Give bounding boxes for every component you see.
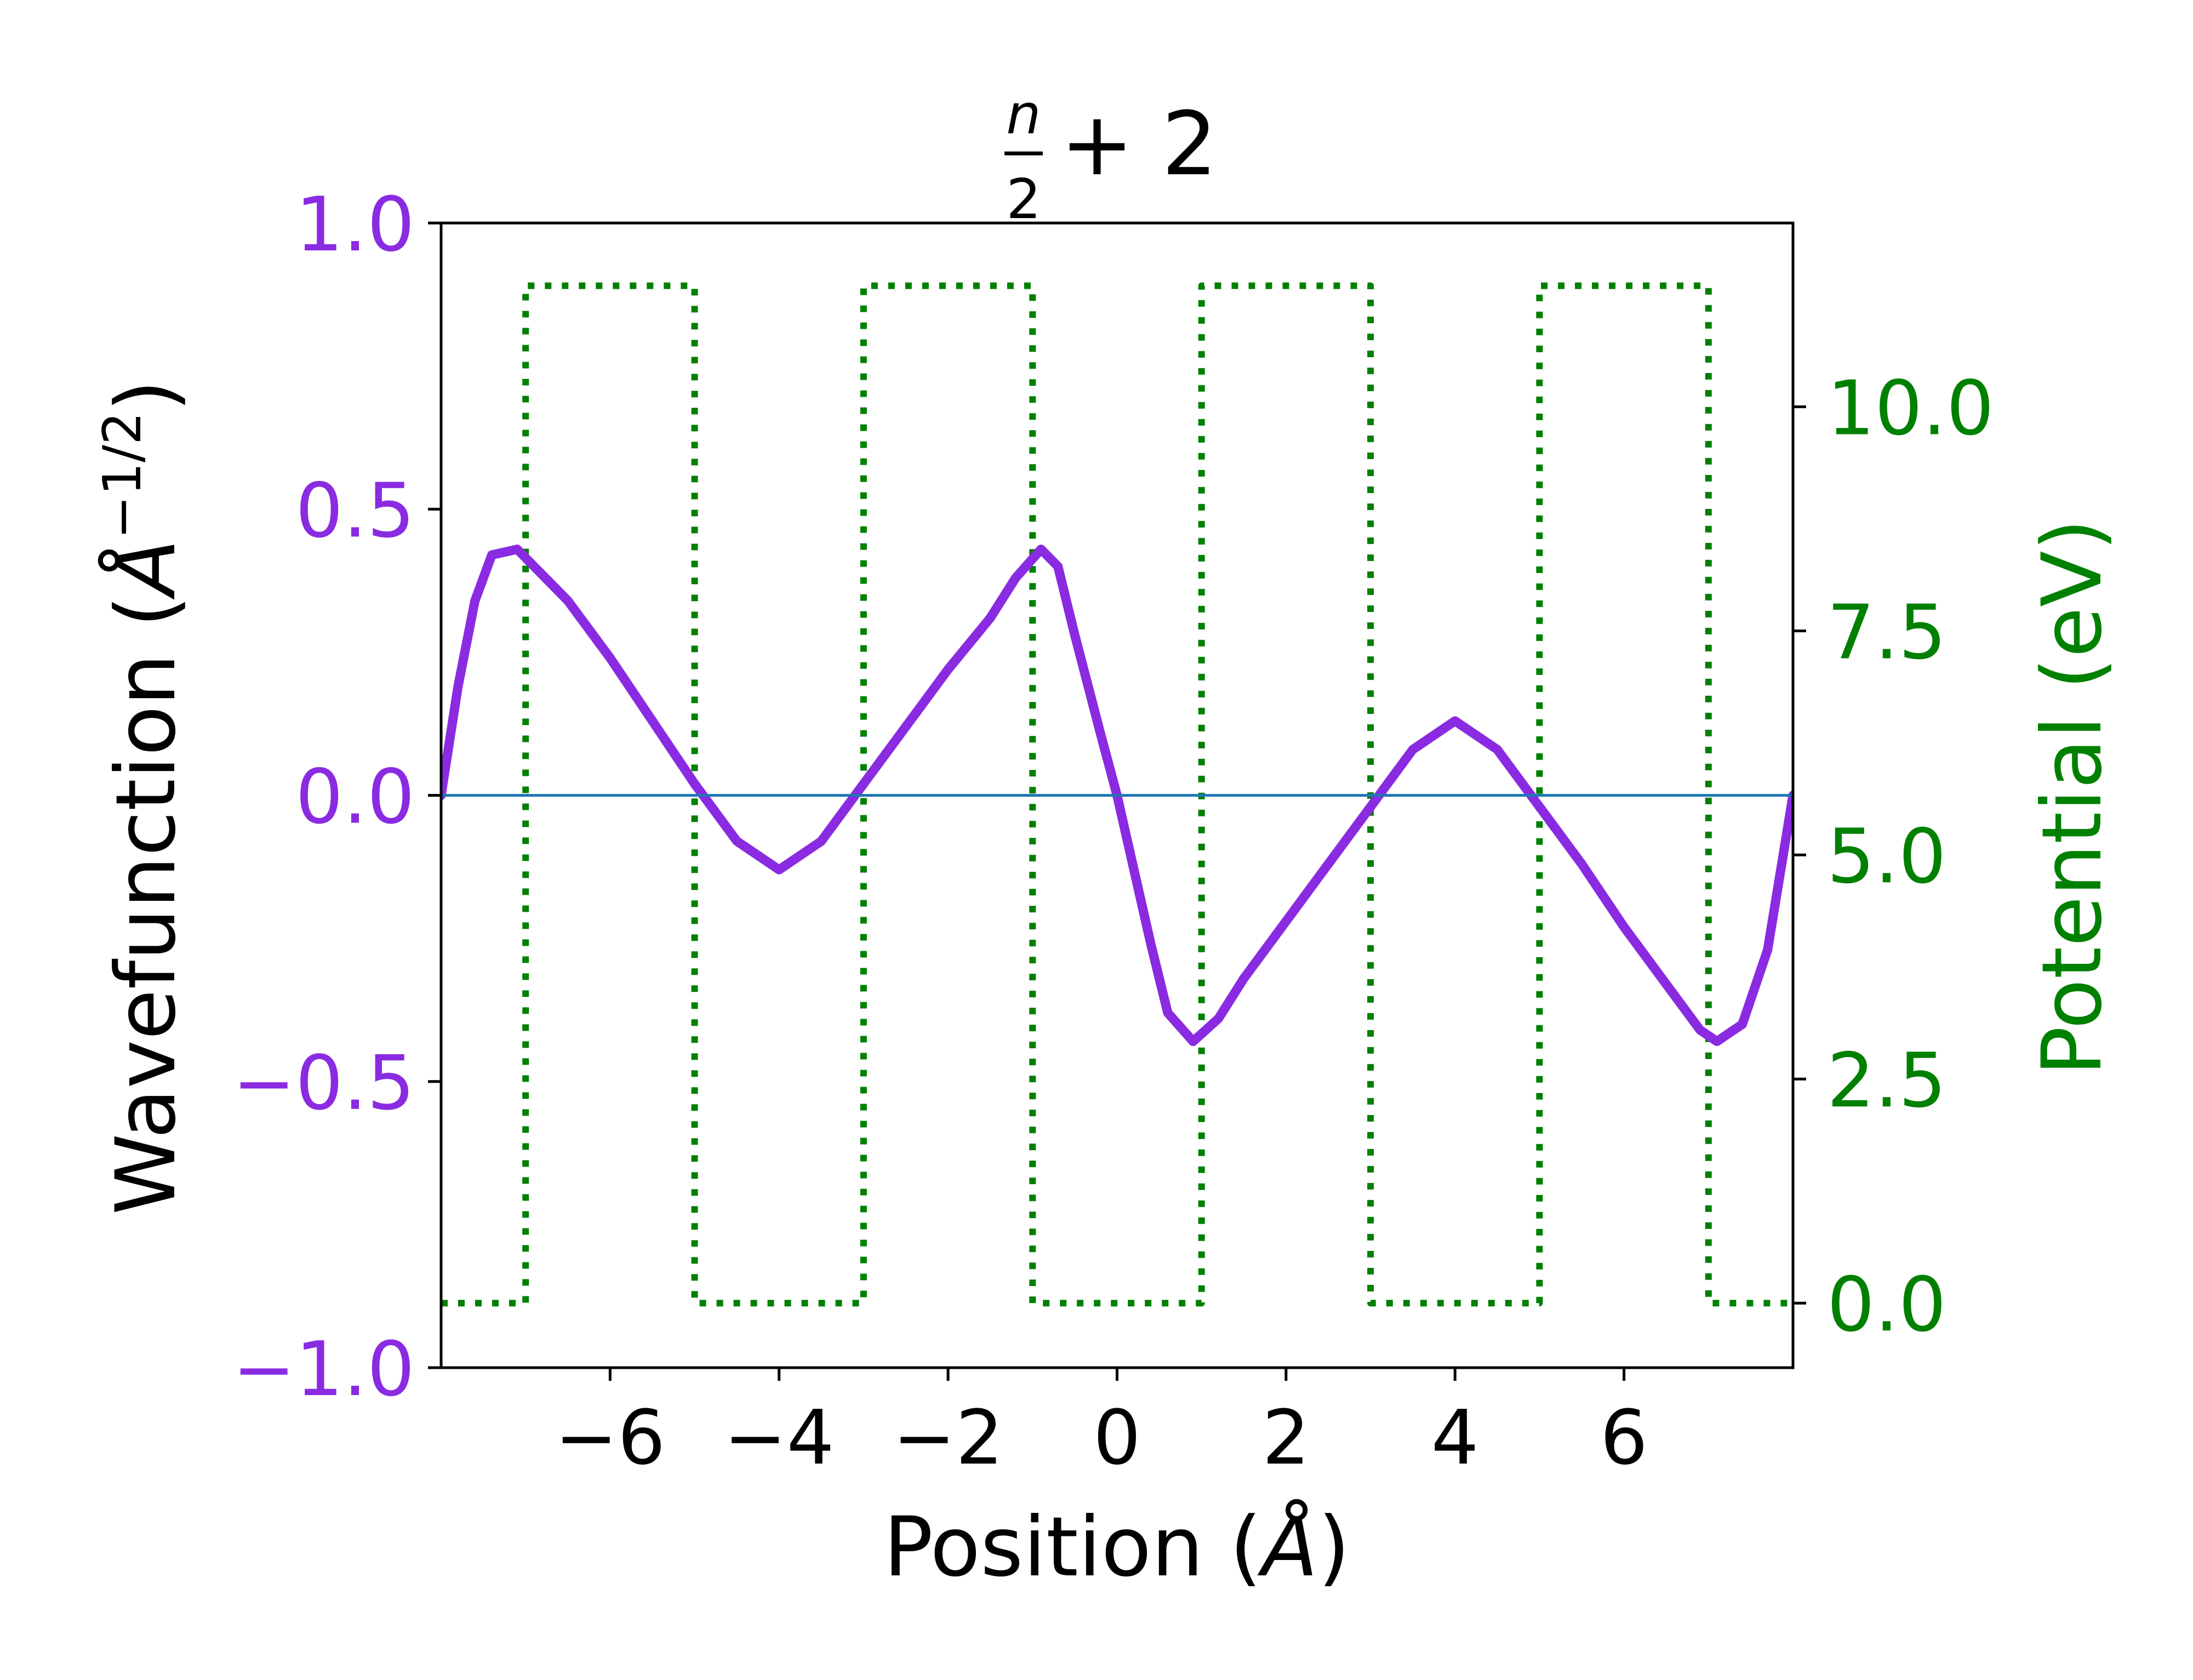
y-right-tick-label: 0.0 [1827,1261,1946,1348]
y-left-axis-label: Wavefunction (Å−1/2) [93,380,194,1215]
x-tick-label: −6 [555,1395,665,1482]
y-left-label-unit: Å [98,539,194,600]
x-axis-label-prefix: Position ( [883,1500,1261,1595]
x-ticks: −6 −4 −2 0 2 4 6 [555,1368,1648,1482]
y-left-tick-label: 0.0 [295,754,415,841]
x-axis-label-unit: Å [1258,1499,1318,1595]
y-left-label-exponent: −1/2 [93,412,153,539]
y-left-ticks: −1.0 −0.5 0.0 0.5 1.0 [232,181,441,1413]
title-denominator: 2 [1006,167,1041,231]
y-left-tick-label: 1.0 [295,181,415,268]
y-left-label-prefix: Wavefunction ( [99,596,194,1215]
y-right-tick-label: 10.0 [1827,365,1994,452]
x-axis-label-suffix: ) [1318,1500,1350,1595]
x-tick-label: 4 [1431,1395,1479,1482]
y-left-tick-label: 0.5 [295,467,415,555]
x-axis-label: Position (Å) [883,1499,1350,1595]
title-suffix: + 2 [1060,93,1218,195]
y-right-axis-label: Potential (eV) [2025,519,2120,1076]
y-left-tick-label: −1.0 [232,1326,415,1413]
y-right-tick-label: 5.0 [1827,813,1946,900]
y-right-tick-label: 2.5 [1827,1037,1946,1124]
x-tick-label: −4 [724,1395,835,1482]
y-left-label-suffix: ) [99,380,194,412]
y-right-tick-label: 7.5 [1827,589,1946,676]
title-numerator: n [1006,82,1041,146]
potential-series-line [441,282,1793,1307]
y-left-tick-label: −0.5 [232,1040,415,1127]
y-right-ticks: 0.0 2.5 5.0 7.5 10.0 [1793,365,1994,1348]
plot-lines [441,282,1793,1307]
chart-title: n 2 + 2 [1004,82,1218,231]
x-tick-label: 2 [1262,1395,1310,1482]
x-tick-label: −2 [893,1395,1003,1482]
x-tick-label: 6 [1600,1395,1648,1482]
x-tick-label: 0 [1093,1395,1141,1482]
